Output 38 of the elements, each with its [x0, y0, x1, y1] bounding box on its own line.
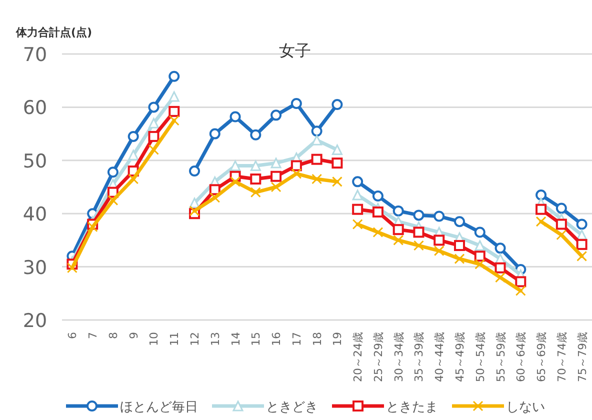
y-tick-label: 30 [22, 256, 48, 279]
legend-label: ときどき [266, 400, 318, 415]
legend-label: しない [506, 400, 545, 415]
x-tick-label: 9 [127, 332, 140, 339]
x-tick-label: 45～49歳 [454, 332, 466, 382]
x-tick-label: 17 [290, 332, 304, 346]
x-tick-label: 6 [66, 332, 80, 339]
x-tick-label: 40～44歳 [433, 332, 446, 382]
x-tick-label: 30～34歳 [392, 332, 406, 382]
x-tick-label: 11 [168, 332, 182, 346]
x-tick-label: 35～39歳 [412, 332, 426, 382]
x-tick-label: 70～74歳 [555, 332, 568, 382]
y-tick-label: 20 [22, 310, 48, 332]
x-tick-label: 25～29歳 [372, 332, 385, 382]
legend-label: ほとんど毎日 [120, 400, 198, 415]
y-axis-title: 体力合計点(点) [15, 26, 92, 39]
x-tick-label: 7 [86, 332, 100, 339]
x-tick-label: 20～24歳 [352, 332, 365, 382]
y-tick-label: 60 [22, 97, 48, 120]
x-tick-label: 18 [310, 332, 324, 346]
x-tick-label: 12 [188, 332, 202, 346]
x-tick-label: 10 [148, 332, 161, 346]
legend-label: ときたま [386, 400, 438, 415]
y-tick-label: 70 [22, 44, 48, 66]
x-tick-label: 65～69歳 [535, 332, 548, 382]
x-tick-label: 16 [270, 332, 284, 346]
y-tick-label: 40 [22, 204, 48, 226]
x-tick-label: 14 [229, 332, 242, 346]
x-tick-label: 8 [106, 332, 120, 339]
x-tick-label: 19 [331, 332, 344, 346]
x-tick-label: 75～79歳 [576, 332, 589, 382]
x-tick-label: 13 [208, 332, 222, 346]
y-tick-label: 50 [22, 150, 48, 172]
x-tick-label: 60～64歳 [514, 332, 528, 382]
chart-title: 女子 [279, 41, 311, 60]
x-tick-label: 55～59歳 [494, 332, 508, 382]
x-tick-label: 50～54歳 [474, 332, 487, 382]
x-tick-label: 15 [250, 332, 263, 346]
